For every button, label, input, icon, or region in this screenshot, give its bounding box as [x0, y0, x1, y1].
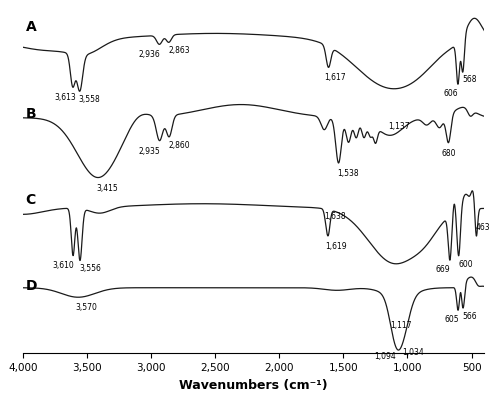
Text: 1,617: 1,617	[324, 73, 346, 82]
Text: 606: 606	[444, 89, 458, 98]
Text: 463: 463	[476, 223, 490, 232]
Text: 1,619: 1,619	[326, 242, 347, 250]
Text: 600: 600	[458, 260, 472, 269]
Text: 1,538: 1,538	[338, 169, 359, 178]
Text: 2,936: 2,936	[138, 50, 160, 59]
Text: 3,556: 3,556	[80, 264, 101, 273]
Text: 3,610: 3,610	[52, 261, 74, 270]
Text: A: A	[26, 20, 36, 34]
Text: B: B	[26, 107, 36, 121]
Text: 566: 566	[462, 312, 477, 321]
Text: 2,935: 2,935	[138, 147, 160, 156]
Text: 568: 568	[462, 75, 476, 84]
Text: 3,570: 3,570	[76, 303, 98, 312]
Text: 605: 605	[444, 315, 458, 324]
Text: C: C	[26, 193, 36, 207]
X-axis label: Wavenumbers (cm⁻¹): Wavenumbers (cm⁻¹)	[180, 379, 328, 392]
Text: 3,613: 3,613	[55, 93, 76, 102]
Text: D: D	[26, 279, 37, 293]
Text: 1,034: 1,034	[402, 348, 424, 356]
Text: 669: 669	[436, 265, 450, 274]
Text: 1,638: 1,638	[324, 212, 345, 221]
Text: 1,094: 1,094	[374, 352, 396, 361]
Text: 2,860: 2,860	[168, 141, 190, 150]
Text: 3,415: 3,415	[97, 184, 118, 192]
Text: 680: 680	[441, 149, 456, 158]
Text: 2,863: 2,863	[168, 46, 190, 55]
Text: 3,558: 3,558	[78, 95, 100, 104]
Text: 1,137: 1,137	[388, 122, 410, 131]
Text: 1,117: 1,117	[390, 321, 412, 330]
